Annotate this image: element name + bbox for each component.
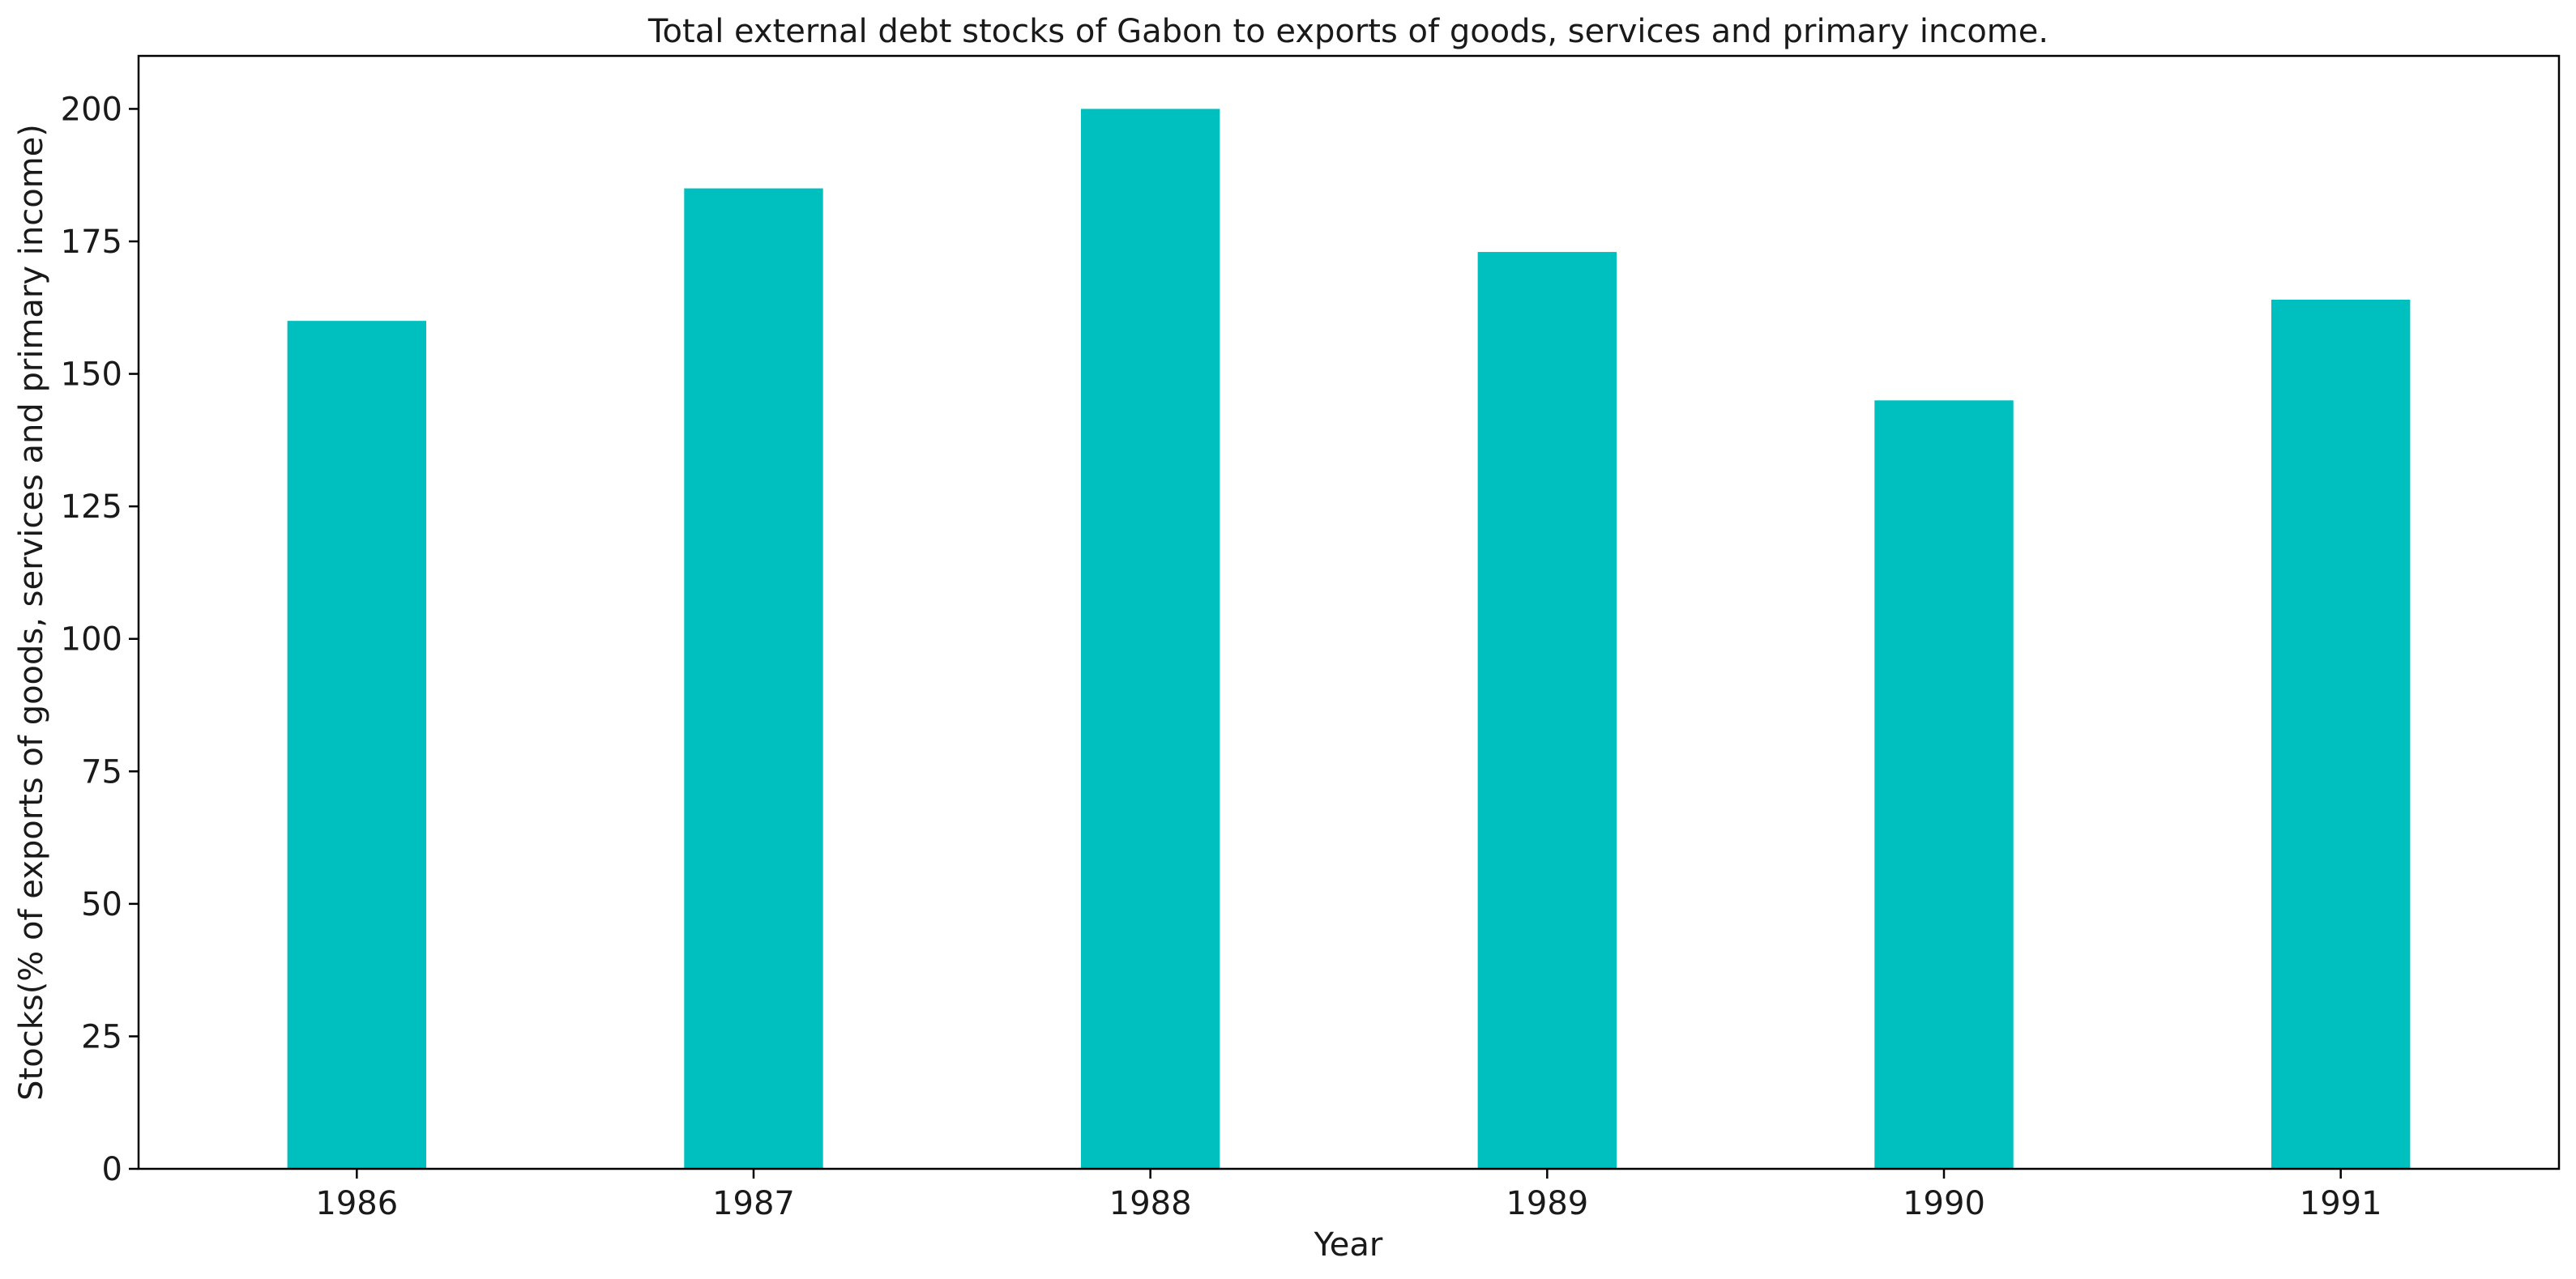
y-tick-label-150: 150 (61, 356, 122, 394)
x-axis-label: Year (1314, 1226, 1383, 1264)
x-tick-label-1989: 1989 (1506, 1185, 1588, 1222)
y-axis: 0 25 50 75 100 125 150 175 200 (61, 91, 139, 1188)
x-tick-label-1987: 1987 (712, 1185, 795, 1222)
y-axis-label: Stocks(% of exports of goods, services a… (13, 124, 50, 1101)
x-tick-label-1986: 1986 (315, 1185, 398, 1222)
bar-1987 (684, 188, 823, 1169)
x-tick-label-1988: 1988 (1109, 1185, 1192, 1222)
x-tick-label-1991: 1991 (2300, 1185, 2382, 1222)
bar-1991 (2271, 299, 2411, 1170)
y-tick-label-175: 175 (61, 224, 122, 261)
chart-title: Total external debt stocks of Gabon to e… (647, 13, 2048, 50)
bars-group (287, 109, 2411, 1170)
y-tick-label-50: 50 (81, 886, 122, 923)
x-tick-label-1990: 1990 (1903, 1185, 1985, 1222)
y-tick-label-125: 125 (61, 488, 122, 526)
y-tick-label-100: 100 (61, 621, 122, 659)
plot-frame (137, 54, 2561, 1170)
y-tick-label-200: 200 (61, 91, 122, 128)
y-tick-label-0: 0 (102, 1151, 122, 1188)
bar-1989 (1477, 252, 1617, 1170)
x-axis: 1986 1987 1988 1989 1990 1991 (315, 1169, 2382, 1222)
y-tick-label-25: 25 (81, 1018, 122, 1055)
bar-1990 (1874, 400, 2014, 1169)
bar-1988 (1080, 109, 1220, 1170)
bar-1986 (287, 321, 427, 1169)
y-tick-label-75: 75 (81, 753, 122, 791)
